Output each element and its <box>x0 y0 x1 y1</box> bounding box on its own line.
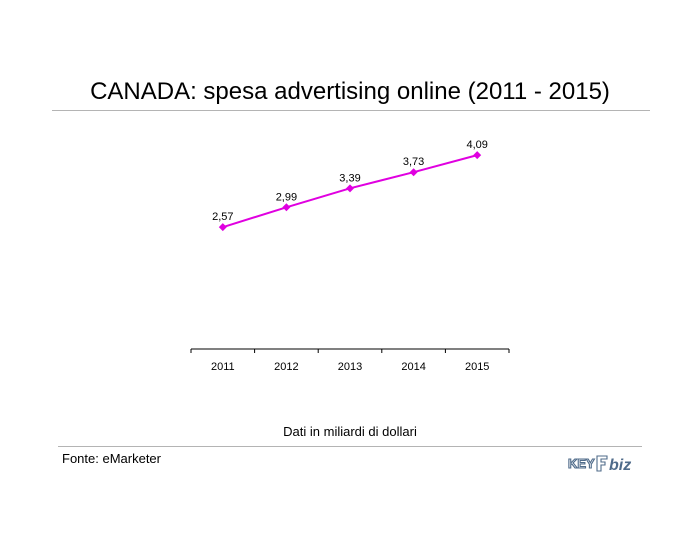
data-label: 2,57 <box>212 211 233 223</box>
x-axis: 2011 2012 2013 2014 2015 <box>190 348 510 373</box>
data-point-marker <box>218 223 227 232</box>
x-tick-label: 2014 <box>401 361 425 373</box>
svg-text:KEY: KEY <box>568 456 595 471</box>
x-tick-label: 2011 <box>211 361 235 373</box>
data-label: 3,73 <box>403 156 424 168</box>
x-tick-label: 2015 <box>465 361 489 373</box>
data-label-layer: 2,57 2,99 3,39 3,73 4,09 <box>212 139 488 223</box>
data-label: 2,99 <box>276 191 297 203</box>
data-point-marker <box>346 184 354 193</box>
key4biz-logo: KEY biz <box>567 455 631 474</box>
data-point-marker <box>282 203 291 212</box>
data-point-marker <box>409 168 418 177</box>
x-tick-label: 2012 <box>274 361 298 373</box>
source-credit: Fonte: eMarketer <box>62 451 161 466</box>
data-point-marker <box>473 151 482 160</box>
chart-title: CANADA: spesa advertising online (2011 -… <box>90 78 610 105</box>
x-tick-label: 2013 <box>338 361 362 373</box>
series-marker-layer <box>218 151 482 232</box>
units-note: Dati in miliardi di dollari <box>283 424 417 439</box>
title-divider <box>52 110 650 111</box>
footer-divider <box>58 446 642 447</box>
data-label: 4,09 <box>466 139 487 151</box>
svg-text:biz: biz <box>609 457 631 474</box>
data-label: 3,39 <box>339 172 360 184</box>
